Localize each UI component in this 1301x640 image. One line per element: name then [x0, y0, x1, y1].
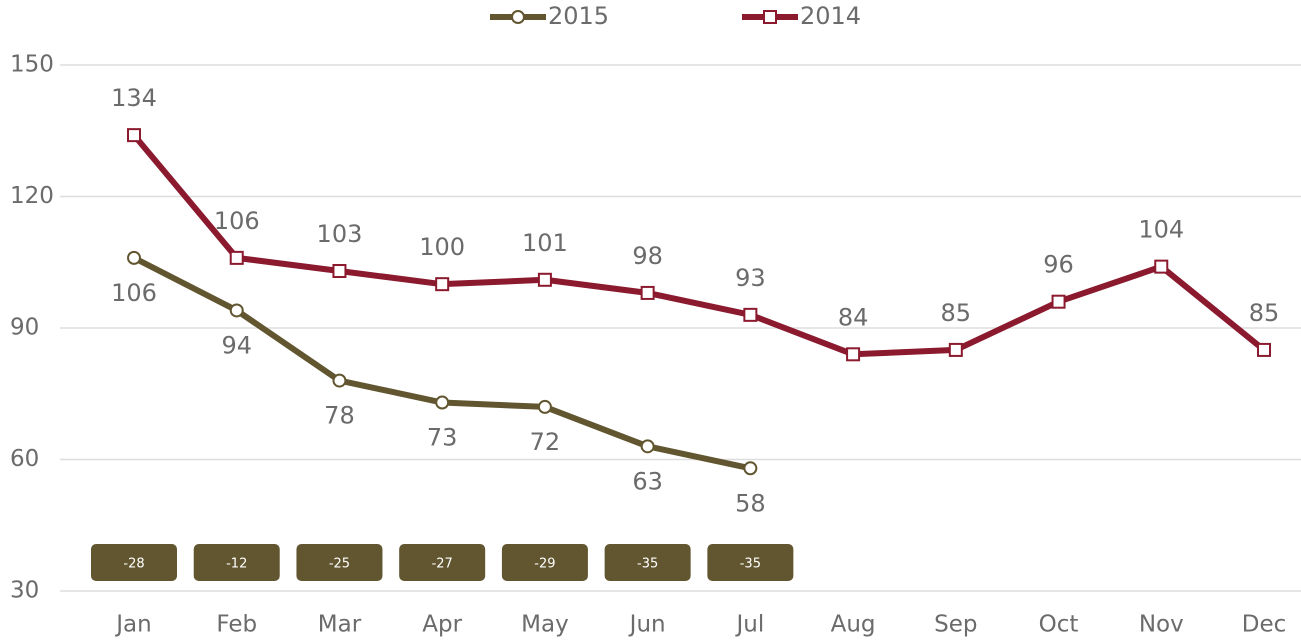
point-label: 73 — [427, 424, 458, 452]
point-marker — [743, 461, 758, 476]
point-label: 78 — [324, 402, 355, 430]
point-label: 100 — [419, 233, 465, 261]
point-label: 72 — [530, 428, 561, 456]
difference-label: -35 — [740, 557, 761, 572]
point-marker — [332, 264, 347, 279]
point-label: 106 — [111, 279, 157, 307]
point-marker — [948, 342, 963, 357]
y-tick-label: 120 — [10, 183, 54, 209]
series-line — [131, 133, 1266, 358]
point-label: 63 — [632, 467, 663, 495]
point-marker — [127, 128, 141, 143]
difference-box — [604, 544, 691, 581]
difference-label: -12 — [226, 557, 247, 572]
point-label: 84 — [838, 303, 869, 331]
difference-label: -28 — [123, 557, 144, 572]
legend-marker — [763, 10, 777, 24]
point-label: 94 — [221, 331, 252, 359]
x-tick-label: Apr — [422, 612, 462, 638]
x-tick-label: May — [521, 612, 569, 638]
point-marker — [1051, 294, 1066, 309]
point-label: 58 — [735, 489, 766, 517]
point-label: 96 — [1043, 251, 1074, 279]
point-label: 103 — [317, 220, 363, 248]
x-tick-label: Sep — [934, 612, 977, 638]
x-tick-label: Mar — [318, 612, 362, 638]
difference-box — [501, 544, 588, 581]
difference-box — [193, 544, 280, 581]
point-marker — [127, 250, 141, 265]
x-tick-label: Dec — [1242, 612, 1287, 638]
y-tick-label: 30 — [10, 578, 39, 604]
y-tick-label: 90 — [10, 315, 39, 341]
point-label: 106 — [214, 207, 260, 235]
difference-box — [296, 544, 383, 581]
point-marker — [435, 395, 450, 410]
x-tick-label: Aug — [831, 612, 876, 638]
point-label: 101 — [522, 229, 568, 257]
point-marker — [1154, 259, 1169, 274]
legend-marker — [511, 10, 525, 24]
difference-label: -25 — [329, 557, 350, 572]
difference-label: -29 — [534, 557, 555, 572]
point-marker — [229, 303, 244, 318]
x-tick-label: Feb — [216, 612, 257, 638]
point-label: 134 — [111, 84, 157, 112]
point-marker — [640, 439, 655, 454]
x-tick-label: Oct — [1039, 612, 1079, 638]
point-marker — [537, 272, 552, 287]
point-marker — [1257, 342, 1271, 357]
y-tick-label: 150 — [10, 52, 54, 78]
point-marker — [229, 250, 244, 265]
point-marker — [332, 373, 347, 388]
point-marker — [537, 399, 552, 414]
point-label: 85 — [941, 299, 972, 327]
x-tick-label: Jan — [114, 612, 151, 638]
difference-box — [707, 544, 794, 581]
point-label: 104 — [1138, 216, 1184, 244]
point-marker — [640, 285, 655, 300]
difference-label: -35 — [637, 557, 658, 572]
legend-label: 2015 — [548, 2, 609, 30]
point-marker — [435, 277, 450, 292]
difference-label: -27 — [432, 557, 453, 572]
difference-box — [91, 544, 177, 581]
point-marker — [846, 347, 861, 362]
legend-label: 2014 — [800, 2, 861, 30]
y-tick-label: 60 — [10, 446, 39, 472]
x-tick-label: Jul — [734, 612, 764, 638]
x-tick-label: Jun — [628, 612, 666, 638]
point-marker — [743, 307, 758, 322]
difference-box — [399, 544, 486, 581]
point-label: 85 — [1249, 299, 1280, 327]
x-tick-label: Nov — [1139, 612, 1184, 638]
point-label: 98 — [632, 242, 663, 270]
point-label: 93 — [735, 264, 766, 292]
